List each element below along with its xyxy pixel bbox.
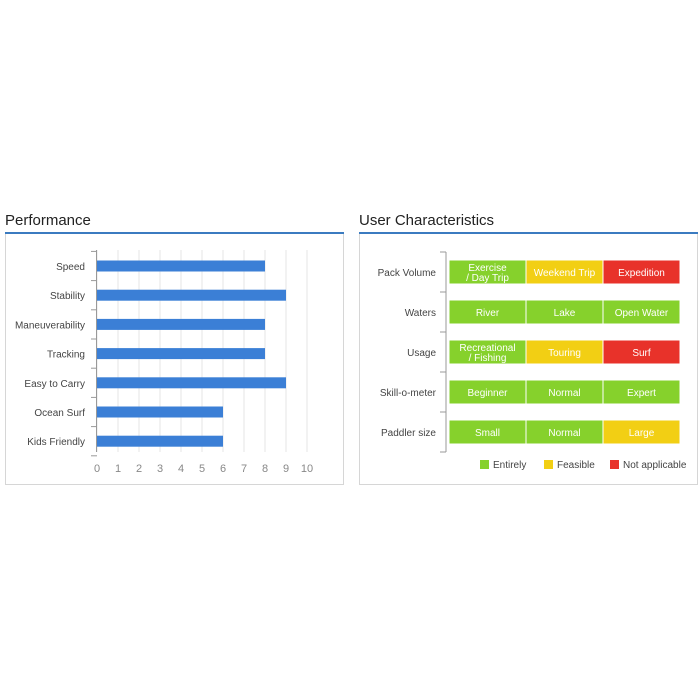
performance-tick-label: 6	[220, 463, 226, 475]
user-characteristics-cell-label: Exercise	[468, 263, 507, 274]
performance-title-rule	[5, 232, 344, 234]
performance-bar	[97, 318, 265, 330]
user-characteristics-row-label: Skill-o-meter	[380, 388, 437, 399]
user-characteristics-cell	[602, 259, 681, 285]
performance-bar	[97, 289, 286, 301]
user-characteristics-cell-label: River	[476, 308, 500, 319]
user-characteristics-cell	[602, 379, 681, 405]
user-characteristics-cell-label: Expert	[627, 388, 656, 399]
performance-tick-label: 0	[94, 463, 100, 475]
performance-category-label: Tracking	[47, 350, 85, 361]
performance-bar	[97, 377, 286, 389]
performance-bar	[97, 435, 223, 447]
legend-label-entirely: Entirely	[493, 460, 526, 471]
user-characteristics-box: Pack Volume Exercise / Day Trip Weekend Tri…	[359, 234, 698, 485]
user-characteristics-cell	[448, 379, 527, 405]
performance-tick-label: 3	[157, 463, 163, 475]
user-characteristics-cell-label: Recreational	[459, 343, 515, 354]
user-characteristics-cell-label: Normal	[548, 388, 580, 399]
user-characteristics-cell	[525, 379, 604, 405]
performance-category-label: Stability	[50, 291, 85, 302]
performance-tick-label: 8	[262, 463, 268, 475]
user-characteristics-cell-label: Normal	[548, 428, 580, 439]
performance-category-label: Easy to Carry	[24, 379, 85, 390]
performance-category-label: Kids Friendly	[27, 437, 85, 448]
user-characteristics-cell-label: Surf	[632, 348, 651, 359]
performance-tick-label: 9	[283, 463, 289, 475]
performance-category-label: Speed	[56, 262, 85, 273]
performance-tick-label: 7	[241, 463, 247, 475]
user-characteristics-cell-label: Touring	[548, 348, 581, 359]
user-characteristics-row-label: Pack Volume	[378, 268, 437, 279]
legend-swatch-feasible	[544, 460, 553, 469]
performance-chart-box: Speed Stability Maneuverability Tracking Eas…	[5, 234, 344, 485]
performance-category-label: Ocean Surf	[34, 408, 85, 419]
performance-category-label: Maneuverability	[15, 320, 85, 331]
user-characteristics-cell	[448, 299, 527, 325]
legend-label-feasible: Feasible	[557, 460, 595, 471]
user-characteristics-matrix: Pack Volume Exercise/ Day Trip Weekend Tri…	[378, 251, 687, 471]
user-characteristics-cell-label: Small	[475, 428, 500, 439]
user-characteristics-title-rule	[359, 232, 698, 234]
user-characteristics-panel: User Characteristics Pack Volume Exercise…	[359, 212, 698, 485]
performance-panel: Performance Speed Stability Maneuverabilit…	[5, 212, 344, 485]
legend-swatch-not-applicable	[610, 460, 619, 469]
user-characteristics-cell-label: Beginner	[467, 388, 508, 399]
user-characteristics-cell	[602, 339, 681, 365]
performance-tick-label: 5	[199, 463, 205, 475]
user-characteristics-row-label: Waters	[405, 308, 436, 319]
performance-tick-label: 10	[301, 463, 313, 475]
user-characteristics-cell	[602, 419, 681, 445]
performance-tick-label: 4	[178, 463, 184, 475]
user-characteristics-cell	[525, 419, 604, 445]
user-characteristics-cell-label: / Day Trip	[466, 273, 509, 284]
user-characteristics-cell-label: Lake	[554, 308, 576, 319]
user-characteristics-cell-label: Open Water	[615, 308, 669, 319]
user-characteristics-cell	[448, 259, 527, 285]
legend-swatch-entirely	[480, 460, 489, 469]
user-characteristics-cell-label: / Fishing	[469, 353, 507, 364]
user-characteristics-cell-label: Large	[629, 428, 655, 439]
user-characteristics-cell-label: Weekend Trip	[534, 268, 596, 279]
user-characteristics-cell	[448, 419, 527, 445]
user-characteristics-row-label: Paddler size	[381, 428, 436, 439]
user-characteristics-cell	[525, 259, 604, 285]
performance-tick-label: 2	[136, 463, 142, 475]
performance-title: Performance	[5, 212, 91, 229]
user-characteristics-title: User Characteristics	[359, 212, 495, 229]
user-characteristics-cell	[602, 299, 681, 325]
user-characteristics-cell	[525, 299, 604, 325]
performance-bar-chart: Speed Stability Maneuverability Tracking Eas…	[15, 250, 313, 475]
performance-bar	[97, 260, 265, 272]
performance-tick-label: 1	[115, 463, 121, 475]
user-characteristics-row-label: Usage	[407, 348, 436, 359]
performance-bar	[97, 406, 223, 418]
user-characteristics-cell-label: Expedition	[618, 268, 665, 279]
performance-bar	[97, 348, 265, 360]
legend-label-not-applicable: Not applicable	[623, 460, 687, 471]
user-characteristics-cell	[525, 339, 604, 365]
